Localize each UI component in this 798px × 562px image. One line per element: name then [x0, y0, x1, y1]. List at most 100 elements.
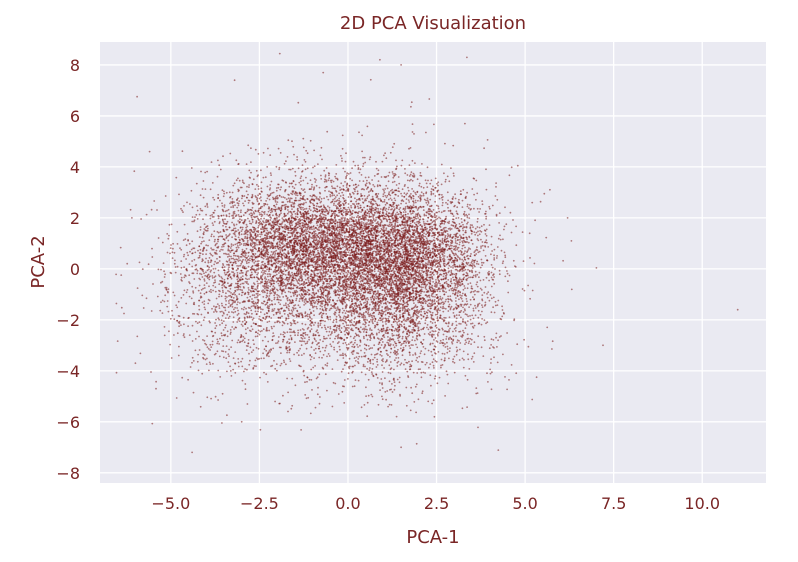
data-point — [214, 352, 217, 355]
data-point — [359, 294, 362, 297]
data-point — [420, 283, 423, 286]
data-point — [459, 342, 462, 344]
data-point — [282, 359, 285, 362]
data-point — [260, 267, 263, 270]
data-point — [190, 248, 193, 251]
data-point — [203, 228, 206, 230]
data-point — [358, 335, 360, 338]
data-point — [399, 395, 401, 397]
data-points — [115, 52, 739, 454]
data-point — [295, 215, 297, 218]
data-point — [467, 262, 470, 264]
data-point — [327, 353, 330, 355]
data-point — [403, 240, 405, 243]
data-point — [502, 353, 504, 356]
data-point — [334, 313, 336, 316]
data-point — [476, 217, 479, 220]
data-point — [247, 144, 250, 147]
data-point — [247, 293, 250, 296]
data-point — [262, 267, 264, 270]
data-point — [397, 176, 400, 178]
data-point — [473, 298, 475, 301]
data-point — [411, 159, 414, 162]
data-point — [245, 282, 248, 284]
data-point — [310, 346, 313, 349]
data-point — [258, 333, 261, 336]
data-point — [248, 278, 250, 280]
data-point — [411, 287, 414, 290]
data-point — [309, 256, 312, 258]
data-point — [225, 324, 227, 327]
data-point — [202, 357, 205, 360]
data-point — [360, 222, 363, 225]
data-point — [362, 162, 365, 165]
data-point — [252, 246, 254, 249]
data-point — [309, 209, 312, 212]
data-point — [202, 270, 205, 273]
data-point — [193, 219, 196, 222]
data-point — [367, 309, 369, 312]
data-point — [467, 268, 469, 271]
data-point — [468, 276, 470, 279]
data-point — [462, 213, 465, 216]
data-point — [464, 229, 467, 232]
data-point — [358, 242, 361, 245]
data-point — [207, 347, 210, 350]
data-point — [250, 351, 253, 353]
data-point — [262, 264, 265, 266]
data-point — [115, 371, 118, 374]
data-point — [492, 279, 495, 281]
data-point — [377, 238, 380, 241]
data-point — [426, 314, 428, 317]
data-point — [224, 297, 227, 300]
data-point — [176, 243, 179, 245]
data-point — [396, 378, 399, 381]
data-point — [527, 345, 530, 348]
data-point — [480, 245, 482, 248]
data-point — [167, 237, 170, 240]
data-point — [383, 329, 385, 332]
data-point — [224, 252, 227, 255]
data-point — [473, 352, 476, 355]
data-point — [384, 188, 386, 190]
data-point — [347, 319, 350, 322]
data-point — [371, 347, 374, 349]
data-point — [462, 188, 465, 191]
data-point — [212, 268, 215, 270]
data-point — [216, 205, 219, 208]
data-point — [345, 324, 348, 327]
data-point — [509, 211, 512, 214]
data-point — [295, 299, 297, 302]
data-point — [286, 299, 289, 302]
data-point — [423, 291, 425, 293]
data-point — [394, 199, 397, 202]
data-point — [237, 177, 239, 180]
data-point — [297, 332, 300, 334]
data-point — [355, 356, 358, 358]
data-point — [426, 283, 429, 286]
data-point — [381, 160, 384, 163]
data-point — [222, 356, 225, 359]
data-point — [254, 232, 257, 235]
data-point — [274, 200, 277, 203]
data-point — [298, 239, 300, 242]
data-point — [307, 230, 310, 233]
data-point — [210, 233, 213, 236]
data-point — [348, 228, 351, 230]
data-point — [432, 295, 434, 298]
data-point — [424, 372, 426, 374]
data-point — [469, 248, 472, 250]
data-point — [276, 195, 279, 197]
data-point — [467, 315, 469, 318]
data-point — [219, 231, 222, 233]
data-point — [145, 297, 148, 300]
data-point — [332, 321, 335, 324]
data-point — [454, 240, 457, 242]
data-point — [279, 316, 282, 319]
data-point — [136, 287, 139, 289]
data-point — [223, 222, 225, 225]
data-point — [252, 253, 255, 256]
data-point — [470, 253, 472, 255]
data-point — [389, 337, 391, 339]
data-point — [183, 223, 186, 226]
